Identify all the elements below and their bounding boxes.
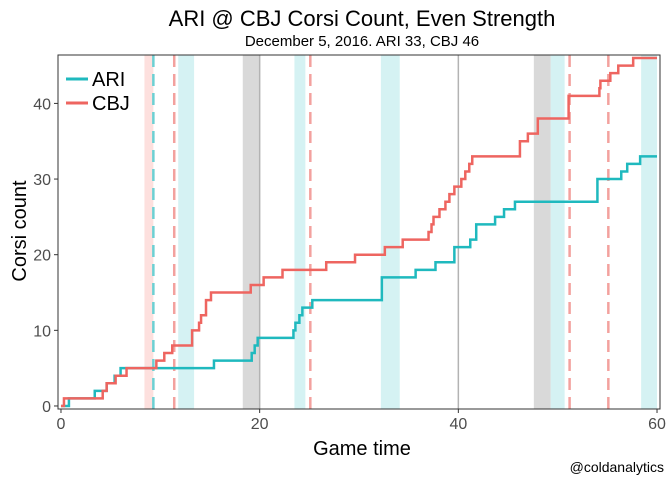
plot-area: 0 20 40 60 0 10 20 30 40	[33, 54, 666, 433]
band-cbj-0	[144, 55, 154, 409]
x-tick-label-60: 60	[648, 416, 666, 433]
band-ari-6	[550, 55, 565, 409]
x-tick-label-0: 0	[57, 416, 66, 433]
x-tick-label-20: 20	[251, 416, 269, 433]
band-ari-7	[641, 55, 658, 409]
credit-text: @coldanalytics	[570, 459, 664, 475]
series-line-cbj	[60, 56, 658, 408]
y-tick-label-0: 0	[42, 399, 51, 416]
band-neutral-2	[242, 55, 260, 409]
chart-subtitle: December 5, 2016. ARI 33, CBJ 46	[245, 33, 479, 50]
y-tick-label-20: 20	[33, 248, 51, 265]
legend: ARI CBJ	[66, 69, 130, 115]
y-axis-label: Corsi count	[9, 180, 31, 282]
band-neutral-5	[533, 55, 551, 409]
legend-label-ari: ARI	[92, 69, 125, 91]
x-tick-label-40: 40	[449, 416, 467, 433]
legend-label-cbj: CBJ	[92, 93, 130, 115]
y-tick-label-30: 30	[33, 172, 51, 189]
y-tick-label-10: 10	[33, 323, 51, 340]
band-ari-4	[380, 55, 400, 409]
band-ari-3	[294, 55, 306, 409]
plot-border	[57, 54, 661, 410]
band-ari-1	[178, 55, 195, 409]
x-axis-label: Game time	[313, 438, 411, 460]
y-tick-label-40: 40	[33, 96, 51, 113]
series-line-ari	[60, 155, 658, 408]
chart-title: ARI @ CBJ Corsi Count, Even Strength	[169, 6, 556, 31]
